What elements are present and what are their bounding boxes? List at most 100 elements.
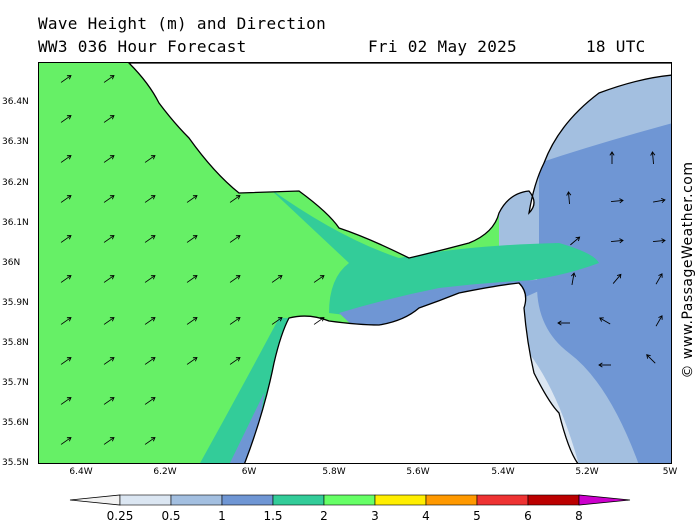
direction-arrow-head — [235, 357, 241, 362]
lon-label-6-2: 6.2W — [153, 467, 177, 477]
direction-arrow-head — [109, 317, 115, 322]
direction-arrow-head — [109, 75, 115, 80]
legend-label-3: 3 — [371, 509, 379, 523]
direction-arrow-head — [66, 195, 72, 200]
direction-arrow-head — [650, 151, 656, 156]
direction-arrow — [186, 235, 198, 243]
legend-swatch-1 — [221, 494, 274, 506]
direction-arrow — [229, 357, 241, 365]
direction-arrow — [570, 236, 580, 246]
legend-label-1: 1 — [218, 509, 226, 523]
direction-arrow — [144, 357, 156, 365]
direction-arrow — [103, 155, 115, 163]
direction-arrow — [652, 151, 654, 165]
lat-label-35-7: 35.7N — [2, 378, 29, 388]
direction-arrow-head — [235, 235, 241, 240]
direction-arrow — [144, 235, 156, 243]
legend-swatch-0-5 — [170, 494, 223, 506]
direction-arrow-head — [66, 235, 72, 240]
direction-arrow-head — [277, 317, 283, 322]
lat-label-35-9: 35.9N — [2, 298, 29, 308]
direction-arrow — [60, 235, 72, 243]
direction-arrow-head — [192, 275, 198, 280]
direction-arrow — [60, 275, 72, 283]
legend-high-tip — [578, 494, 631, 506]
direction-arrow — [60, 155, 72, 163]
lon-label-5-0: 5W — [662, 467, 678, 477]
direction-arrow-head — [235, 317, 241, 322]
direction-arrow — [313, 317, 325, 325]
direction-arrow — [103, 275, 115, 283]
direction-arrow-head — [658, 273, 663, 278]
lat-label-36-4: 36.4N — [2, 97, 29, 107]
lat-label-35-5: 35.5N — [2, 458, 29, 468]
direction-arrow — [229, 235, 241, 243]
lat-label-36-3: 36.3N — [2, 137, 29, 147]
legend-label-8: 8 — [575, 509, 583, 523]
lat-label-35-8: 35.8N — [2, 338, 29, 348]
direction-arrow-head — [109, 195, 115, 200]
direction-arrow — [103, 195, 115, 203]
direction-arrow — [103, 397, 115, 405]
direction-arrow-head — [661, 198, 666, 203]
direction-arrow-head — [192, 357, 198, 362]
direction-arrow — [60, 317, 72, 325]
wave-field-sw-teal — [200, 318, 289, 463]
direction-arrow — [229, 317, 241, 325]
legend-label-0-5: 0.5 — [161, 509, 181, 523]
direction-arrow-head — [66, 397, 72, 402]
direction-arrow-head — [646, 354, 651, 359]
direction-arrow-head — [661, 238, 666, 244]
direction-arrow — [186, 195, 198, 203]
direction-arrow — [103, 75, 115, 83]
lat-label-36-0: 36N — [2, 258, 21, 268]
wave-direction-arrows — [60, 75, 666, 445]
direction-arrow — [103, 115, 115, 123]
direction-arrow — [60, 195, 72, 203]
legend-label-4: 4 — [422, 509, 430, 523]
direction-arrow — [568, 191, 570, 205]
direction-arrow-head — [619, 238, 624, 244]
land-spain — [128, 63, 671, 259]
direction-arrow — [60, 115, 72, 123]
direction-arrow — [60, 397, 72, 405]
direction-arrow — [186, 357, 198, 365]
direction-arrow-head — [109, 275, 115, 280]
direction-arrow-head — [319, 317, 325, 322]
direction-arrow — [186, 275, 198, 283]
direction-arrow — [655, 315, 663, 327]
direction-arrow-head — [66, 275, 72, 280]
direction-arrow — [144, 317, 156, 325]
direction-arrow — [653, 199, 665, 203]
direction-arrow — [610, 240, 624, 242]
direction-arrow-head — [658, 315, 663, 320]
direction-arrow — [229, 195, 241, 203]
direction-arrow-head — [571, 272, 576, 277]
direction-arrow-head — [109, 155, 115, 160]
direction-arrow — [313, 275, 325, 283]
direction-arrow-head — [150, 235, 156, 240]
legend-swatch-0-25 — [119, 494, 172, 506]
direction-arrow-head — [109, 437, 115, 442]
map-area — [38, 62, 672, 464]
legend-swatch-6 — [527, 494, 580, 506]
lon-label-6-4: 6.4W — [69, 467, 93, 477]
direction-arrow-head — [235, 195, 241, 200]
direction-arrow-head — [150, 397, 156, 402]
copyright-credit: © www.PassageWeather.com — [680, 161, 696, 379]
lat-label-36-2: 36.2N — [2, 178, 29, 188]
direction-arrow — [144, 437, 156, 445]
direction-arrow — [144, 155, 156, 163]
forecast-time: 18 UTC — [586, 37, 646, 56]
direction-arrow-head — [150, 437, 156, 442]
legend-label-0-25: 0.25 — [106, 509, 134, 523]
direction-arrow-head — [66, 155, 72, 160]
direction-arrow-head — [66, 115, 72, 120]
direction-arrow — [599, 317, 611, 325]
legend-label-1-5: 1.5 — [263, 509, 283, 523]
lat-label-36-1: 36.1N — [2, 218, 29, 228]
lon-label-5-2: 5.2W — [575, 467, 599, 477]
lon-label-5-6: 5.6W — [406, 467, 430, 477]
lat-label-35-6: 35.6N — [2, 418, 29, 428]
